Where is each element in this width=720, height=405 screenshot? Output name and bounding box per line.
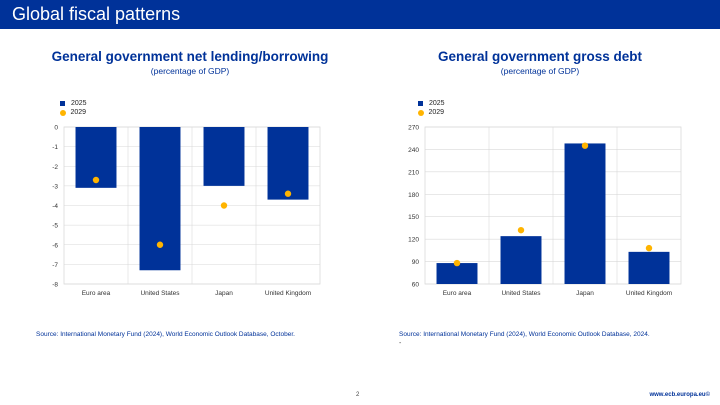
dot-2029: [220, 202, 228, 209]
legend-bar-swatch: [60, 101, 65, 106]
x-tick-label: Euro area: [443, 290, 472, 297]
chart-2-legend: 2025 2029: [417, 99, 445, 117]
y-tick-label: -3: [52, 183, 58, 190]
title-bar: Global fiscal patterns: [0, 0, 720, 29]
y-tick-label: 0: [54, 125, 58, 132]
y-tick-label: -7: [52, 262, 58, 269]
chart-1-subtitle: (percentage of GDP): [150, 66, 230, 76]
stray-dash: -: [399, 340, 402, 347]
y-tick-label: -6: [52, 242, 58, 249]
legend-dot-swatch: [59, 109, 66, 116]
y-tick-label: 240: [408, 147, 419, 154]
y-tick-label: -1: [52, 144, 58, 151]
y-tick-label: 150: [408, 214, 419, 221]
x-tick-label: Japan: [215, 290, 233, 297]
legend-bar-swatch: [418, 101, 423, 106]
x-tick-label: United States: [501, 290, 541, 297]
legend-label: 2029: [70, 109, 87, 116]
legend-item-2025: 2025: [418, 99, 445, 108]
x-tick-label: Euro area: [82, 290, 111, 297]
page-title: Global fiscal patterns: [12, 4, 181, 24]
y-tick-label: 210: [408, 169, 419, 176]
dot-2029: [645, 244, 653, 252]
legend-item-2025: 2025: [60, 99, 87, 108]
y-tick-label: -2: [52, 164, 58, 171]
legend-label: 2025: [71, 100, 87, 107]
bar-2025: [267, 127, 309, 200]
chart-1-title: General government net lending/borrowing: [51, 49, 329, 64]
dot-2029: [453, 259, 461, 267]
x-tick-label: United Kingdom: [626, 290, 672, 297]
bar-2025: [628, 251, 670, 284]
bar-2025: [203, 127, 245, 186]
chart-2-title: General government gross debt: [437, 49, 643, 64]
legend-item-2029: 2029: [417, 108, 445, 117]
y-tick-label: -5: [52, 223, 58, 230]
y-tick-label: 270: [408, 125, 419, 132]
legend-dot-swatch: [417, 109, 424, 116]
chart-2-subtitle: (percentage of GDP): [500, 66, 580, 76]
y-tick-label: -8: [52, 282, 58, 289]
x-tick-label: Japan: [576, 290, 594, 297]
x-tick-label: United States: [140, 290, 180, 297]
dot-2029: [517, 226, 525, 234]
y-tick-label: 120: [408, 237, 419, 244]
footer-url[interactable]: www.ecb.europa.eu©: [649, 392, 710, 398]
chart-2-source: Source: International Monetary Fund (202…: [399, 331, 650, 338]
y-tick-label: 90: [412, 259, 420, 266]
legend-label: 2025: [429, 100, 445, 107]
bar-2025: [564, 143, 606, 284]
page-number: 2: [356, 392, 360, 398]
bar-2025: [500, 236, 542, 284]
dot-2029: [156, 241, 164, 248]
legend-item-2029: 2029: [59, 108, 87, 117]
dot-2029: [92, 176, 100, 184]
y-tick-label: 60: [412, 282, 420, 289]
chart-1-source: Source: International Monetary Fund (202…: [36, 331, 295, 338]
x-tick-label: United Kingdom: [265, 290, 311, 297]
y-tick-label: 180: [408, 192, 419, 199]
y-tick-label: -4: [52, 203, 58, 210]
dot-2029: [581, 142, 589, 149]
legend-label: 2029: [428, 109, 445, 116]
dot-2029: [284, 190, 292, 197]
chart-1-legend: 2025 2029: [59, 99, 87, 117]
bar-2025: [436, 263, 478, 284]
